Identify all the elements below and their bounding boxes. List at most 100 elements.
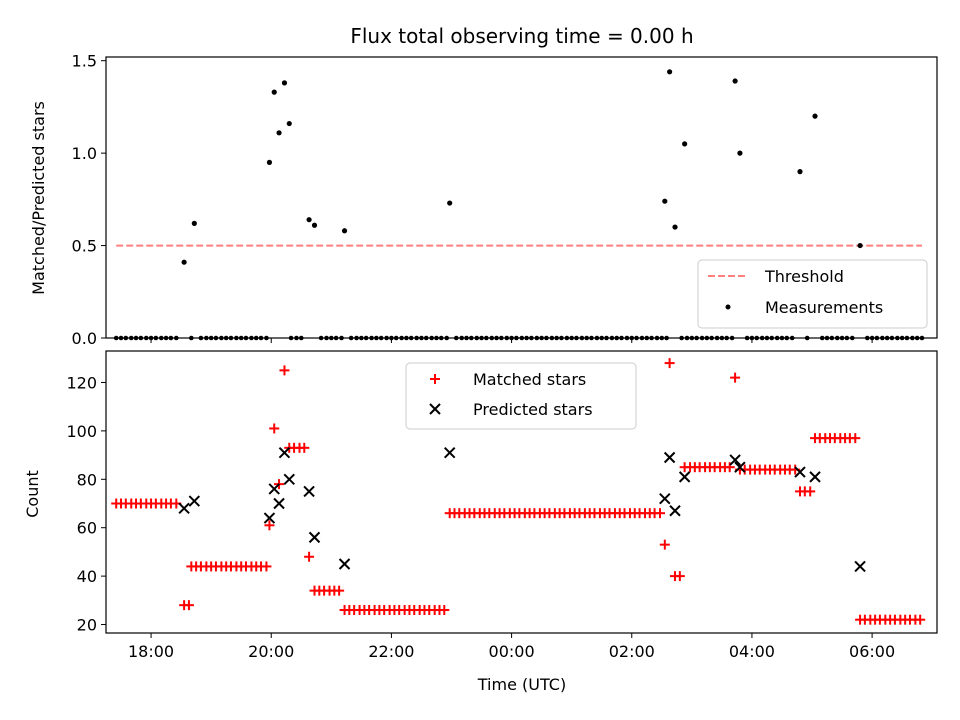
x-tick-label: 22:00 <box>368 642 414 661</box>
matched-star-marker <box>269 423 280 434</box>
legend-threshold-label: Threshold <box>764 267 844 286</box>
y-tick-label: 100 <box>66 422 97 441</box>
predicted-star-marker <box>188 495 201 507</box>
matched-star-marker <box>279 365 290 376</box>
measurement-point <box>672 224 678 230</box>
x-tick-label: 00:00 <box>489 642 535 661</box>
y-tick-label: 40 <box>77 567 97 586</box>
y-tick-label: 0.5 <box>72 237 97 256</box>
x-tick-label: 02:00 <box>609 642 655 661</box>
measurement-point <box>286 120 292 127</box>
y-tick-label: 80 <box>77 470 97 489</box>
matched-star-marker <box>674 571 685 582</box>
matched-star-marker <box>299 442 310 453</box>
bottom-panel: Count Time (UTC) 20 40 60 80 100 120 18:00 20:… <box>23 350 938 694</box>
top-panel: Flux total observing time = 0.00 h Match… <box>29 24 938 348</box>
top-legend-box <box>697 259 928 329</box>
top-y-ticks: 0.0 0.5 1.0 1.5 <box>72 52 106 348</box>
y-tick-label: 60 <box>77 519 97 538</box>
bottom-x-ticks: 18:00 20:00 22:00 00:00 02:00 04:00 06:00 <box>128 633 895 661</box>
measurement-point <box>732 78 738 84</box>
measurement-point <box>281 80 288 86</box>
matched-star-marker <box>439 605 450 616</box>
predicted-star-marker <box>678 471 691 483</box>
predicted-star-marker <box>669 505 681 517</box>
measurements-layer <box>181 69 863 265</box>
predicted-star-marker <box>303 485 315 498</box>
predicted-star-marker <box>308 531 321 544</box>
measurement-point <box>266 159 273 165</box>
measurement-point <box>181 259 187 265</box>
bottom-ylabel: Count <box>23 470 42 518</box>
matched-star-marker <box>334 585 345 596</box>
top-legend: Threshold Measurements <box>697 259 928 329</box>
bottom-xlabel: Time (UTC) <box>477 675 566 694</box>
predicted-star-marker <box>273 497 285 510</box>
top-x-ticks <box>150 338 873 343</box>
measurement-point <box>276 130 282 136</box>
predicted-star-marker <box>809 471 821 483</box>
measurement-point <box>306 217 312 223</box>
predicted-star-marker <box>283 473 295 485</box>
measurement-point <box>271 89 277 95</box>
measurement-point <box>737 150 743 156</box>
matched-stars-layer <box>111 358 926 625</box>
matched-star-marker <box>805 486 816 497</box>
matched-star-marker <box>261 561 272 572</box>
top-title: Flux total observing time = 0.00 h <box>350 24 693 48</box>
legend-measurements-swatch <box>725 304 731 310</box>
top-axes-frame <box>105 56 938 339</box>
legend-predicted-label: Predicted stars <box>473 400 593 419</box>
matched-star-marker <box>183 600 194 611</box>
measurement-point <box>797 169 803 175</box>
predicted-stars-layer <box>178 446 866 573</box>
x-tick-label: 06:00 <box>849 642 895 661</box>
legend-matched-label: Matched stars <box>473 370 586 389</box>
predicted-star-marker <box>338 558 351 570</box>
legend-measurements-label: Measurements <box>765 298 883 317</box>
predicted-star-marker <box>178 502 190 515</box>
predicted-star-marker <box>659 492 671 505</box>
predicted-star-marker <box>794 466 806 478</box>
bottom-axes-frame <box>105 350 938 634</box>
y-tick-label: 1.0 <box>72 144 97 163</box>
top-ylabel: Matched/Predicted stars <box>29 101 48 295</box>
measurement-point <box>311 222 318 228</box>
matched-star-marker <box>304 551 315 562</box>
predicted-star-marker <box>443 446 456 459</box>
predicted-star-marker <box>278 446 291 459</box>
x-tick-label: 04:00 <box>729 642 775 661</box>
matched-star-marker <box>724 462 735 473</box>
measurement-point <box>667 69 673 75</box>
bottom-legend-box <box>405 362 637 430</box>
matched-star-marker <box>659 539 670 550</box>
x-tick-label: 20:00 <box>248 642 294 661</box>
predicted-star-marker <box>734 461 746 473</box>
bottom-y-ticks: 20 40 60 80 100 120 <box>66 373 106 635</box>
predicted-star-marker <box>268 483 280 495</box>
x-tick-label: 18:00 <box>128 642 174 661</box>
matched-star-marker <box>850 433 861 444</box>
measurement-point <box>682 141 688 147</box>
measurement-point <box>191 220 197 226</box>
matched-star-marker <box>730 372 741 383</box>
matched-star-marker <box>655 508 665 519</box>
predicted-star-marker <box>729 454 741 466</box>
predicted-star-marker <box>263 512 276 524</box>
measurement-point <box>662 198 668 204</box>
measurement-point <box>341 228 348 234</box>
y-tick-label: 0.0 <box>72 329 97 348</box>
matched-star-marker <box>915 614 926 625</box>
predicted-star-marker <box>854 560 866 573</box>
matched-star-marker <box>264 520 275 531</box>
measurement-point <box>857 242 863 249</box>
measurement-point <box>447 200 453 206</box>
y-tick-label: 1.5 <box>72 52 97 71</box>
legend-predicted-swatch <box>429 403 441 415</box>
matched-star-marker <box>664 358 675 369</box>
bottom-legend: Matched stars Predicted stars <box>405 362 637 430</box>
legend-matched-swatch <box>430 374 440 384</box>
y-tick-label: 120 <box>66 373 97 392</box>
